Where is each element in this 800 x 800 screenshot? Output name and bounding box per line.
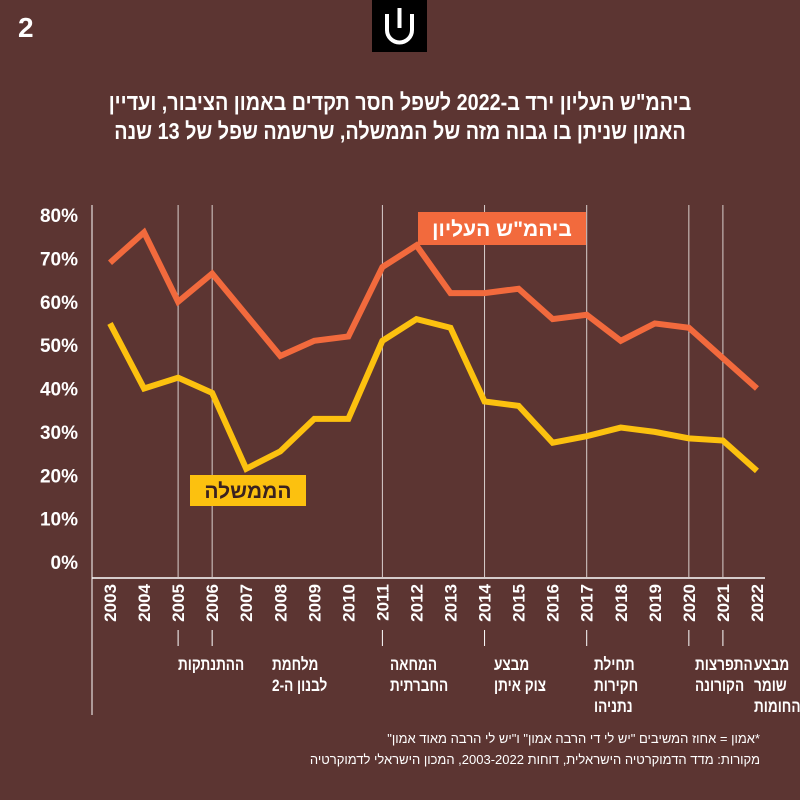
x-tick-label: 2015 (510, 584, 529, 622)
x-tick-label: 2014 (476, 583, 495, 621)
x-tick-label: 2008 (271, 584, 290, 622)
event-label: החומות (754, 698, 800, 717)
title-line-1: ביהמ"ש העליון ירד ב-2022 לשפל חסר תקדים … (108, 89, 692, 115)
y-tick-label: 80% (40, 206, 78, 227)
x-tick-label: 2011 (373, 584, 392, 621)
x-tick-label: 2005 (169, 584, 188, 622)
logo (372, 0, 427, 52)
legend-badge-government (190, 475, 306, 506)
x-tick-label: 2006 (203, 584, 222, 622)
legend-badge-supreme-court (418, 212, 586, 245)
y-tick-label: 40% (40, 380, 78, 401)
legend-label-government: הממשלה (204, 480, 291, 503)
series-line-government (107, 315, 759, 474)
source-note: מקורות: מדד הדמוקרטיה הישראלית, דוחות 20… (309, 752, 760, 767)
event-label: התפרצות (695, 656, 753, 675)
x-tick-label: 2012 (407, 584, 426, 622)
event-label: מבצע (494, 656, 529, 675)
x-tick-label: 2010 (339, 584, 358, 622)
x-tick-label: 2016 (544, 584, 563, 622)
x-tick-label: 2004 (135, 583, 154, 621)
event-label: ההתנתקות (178, 656, 244, 675)
event-label: חקירות (594, 677, 638, 696)
event-label: מלחמת (272, 656, 318, 675)
logo-glyph-icon (385, 8, 414, 45)
x-tick-label: 2020 (680, 584, 699, 622)
event-label: שומר (754, 677, 787, 696)
footnote: *אמון = אחוז המשיבים "יש לי די הרבה אמון… (387, 731, 760, 746)
page-number: 2 (18, 12, 34, 43)
event-label: לבנון ה-2 (272, 677, 327, 696)
x-tick-label: 2017 (578, 584, 597, 622)
title-line-2: האמון שניתן בו גבוה מזה של הממשלה, שרשמה… (114, 118, 686, 144)
y-tick-label: 30% (40, 423, 78, 444)
event-label: החברתית (390, 677, 448, 696)
event-label: נתניהו (594, 698, 633, 717)
x-tick-label: 2007 (237, 584, 256, 622)
x-tick-label: 2019 (646, 584, 665, 622)
x-tick-label: 2003 (101, 584, 120, 622)
series-line-supreme-court (108, 227, 759, 391)
event-label: מבצע (754, 656, 789, 675)
y-tick-label: 70% (40, 249, 78, 270)
event-label: הקורונה (695, 677, 744, 696)
legend-label-supreme-court: ביהמ"ש העליון (432, 218, 572, 241)
chart-title: ביהמ"ש העליון ירד ב-2022 לשפל חסר תקדים … (56, 88, 744, 146)
y-tick-label: 20% (40, 466, 78, 487)
event-label: צוק איתן (494, 677, 546, 696)
x-tick-label: 2013 (442, 584, 461, 622)
y-tick-label: 60% (40, 293, 78, 314)
y-tick-label: 50% (40, 336, 78, 357)
y-tick-label: 0% (51, 553, 79, 574)
x-tick-label: 2021 (714, 584, 733, 622)
event-label: המחאה (390, 656, 437, 675)
y-tick-label: 10% (40, 510, 78, 531)
x-tick-label: 2022 (748, 584, 767, 622)
event-label: תחילת (594, 656, 635, 675)
x-tick-label: 2018 (612, 584, 631, 622)
x-tick-label: 2009 (305, 584, 324, 622)
